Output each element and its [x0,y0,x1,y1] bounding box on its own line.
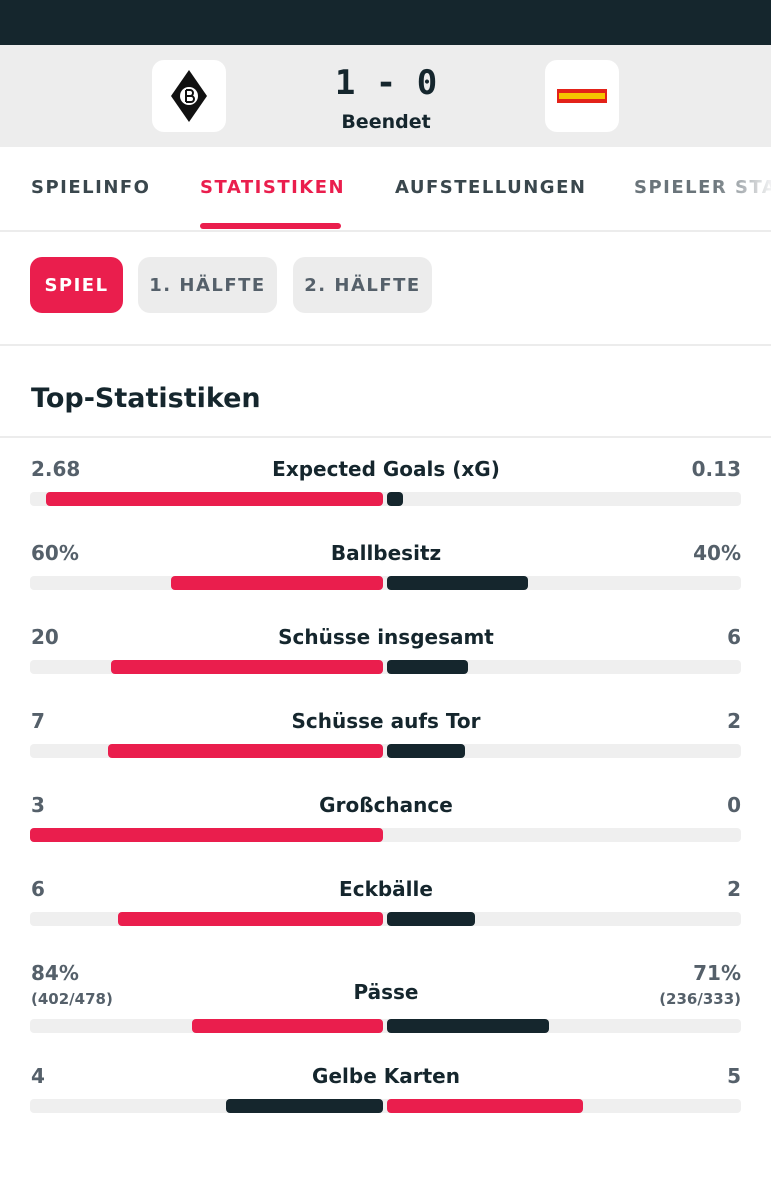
home-value: 2.68 [31,457,81,481]
away-value: 5 [727,1064,741,1088]
away-value: 2 [727,877,741,901]
stat-name: Ballbesitz [330,541,442,565]
divider [0,230,771,232]
stat-name: Eckbälle [339,877,433,901]
away-bar [387,492,404,506]
away-bar [387,744,466,758]
match-header: 1 - 0 Beendet [0,45,771,147]
filter-chip[interactable]: SPIEL [30,257,123,313]
away-crest [557,89,607,103]
divider [0,436,771,438]
away-value: 0.13 [691,457,741,481]
stat-name: Schüsse aufs Tor [291,709,481,733]
filter-chip[interactable]: 2. HÄLFTE [293,257,432,313]
bar-track [30,1019,741,1033]
score: 1 - 0 [334,63,438,103]
home-value: 6 [31,877,45,901]
away-bar [387,1099,584,1113]
away-bar [387,1019,549,1033]
stat-name: Pässe [353,980,419,1004]
home-bar [111,660,383,674]
filter-chip[interactable]: 1. HÄLFTE [138,257,277,313]
divider [0,344,771,346]
away-value: 0 [727,793,741,817]
home-bar [226,1099,383,1113]
tab[interactable]: STATISTIKEN [200,177,346,198]
stat-name: Schüsse insgesamt [278,625,494,649]
match-status: Beendet [341,111,431,133]
away-value: 40% [693,541,741,565]
home-value: 4 [31,1064,45,1088]
home-bar [30,828,383,842]
away-value: 2 [727,709,741,733]
home-bar [118,912,383,926]
tab[interactable]: AUFSTELLUNGEN [395,177,587,198]
away-value: 6 [727,625,741,649]
home-value: 7 [31,709,45,733]
away-bar [387,576,529,590]
bar-track [30,1099,741,1113]
away-detail: (236/333) [659,990,741,1008]
bar-track [30,576,741,590]
home-crest [171,70,207,122]
stat-name: Expected Goals (xG) [272,457,500,481]
home-bar [46,492,383,506]
active-tab-indicator [200,223,341,229]
home-value: 3 [31,793,45,817]
away-bar [387,660,469,674]
tab[interactable]: SPIELER STA [634,177,771,198]
home-bar [108,744,383,758]
stat-name: Gelbe Karten [312,1064,460,1088]
home-detail: (402/478) [31,990,113,1008]
away-logo[interactable] [545,60,619,132]
home-bar [171,576,383,590]
away-value: 71% [693,961,741,985]
away-bar [387,912,476,926]
home-bar [191,1019,383,1033]
stat-name: Großchance [319,793,453,817]
section-title: Top-Statistiken [31,383,261,414]
home-value: 20 [31,625,59,649]
home-value: 60% [31,541,79,565]
tab[interactable]: SPIELINFO [31,177,151,198]
home-value: 84% [31,961,79,985]
top-bar [0,0,771,45]
home-logo[interactable] [152,60,226,132]
